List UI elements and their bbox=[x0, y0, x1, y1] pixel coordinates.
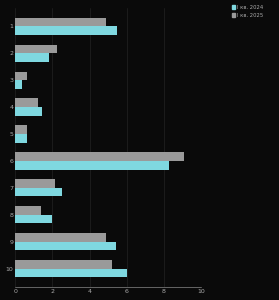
Bar bbox=[15, 268, 127, 277]
Bar bbox=[15, 233, 106, 242]
Bar bbox=[15, 98, 38, 107]
Bar bbox=[15, 125, 27, 134]
Bar bbox=[15, 45, 57, 53]
Bar bbox=[15, 161, 169, 170]
Bar bbox=[15, 72, 27, 80]
Bar bbox=[15, 206, 41, 215]
Bar bbox=[15, 26, 117, 35]
Bar bbox=[15, 134, 27, 142]
Bar bbox=[15, 215, 52, 223]
Bar bbox=[15, 188, 62, 197]
Bar bbox=[15, 260, 112, 268]
Bar bbox=[15, 18, 106, 26]
Bar bbox=[15, 107, 42, 116]
Legend: I кв. 2024, I кв. 2025: I кв. 2024, I кв. 2025 bbox=[232, 4, 263, 18]
Bar bbox=[15, 80, 22, 89]
Bar bbox=[15, 179, 55, 188]
Bar bbox=[15, 152, 184, 161]
Bar bbox=[15, 242, 116, 250]
Bar bbox=[15, 53, 49, 62]
